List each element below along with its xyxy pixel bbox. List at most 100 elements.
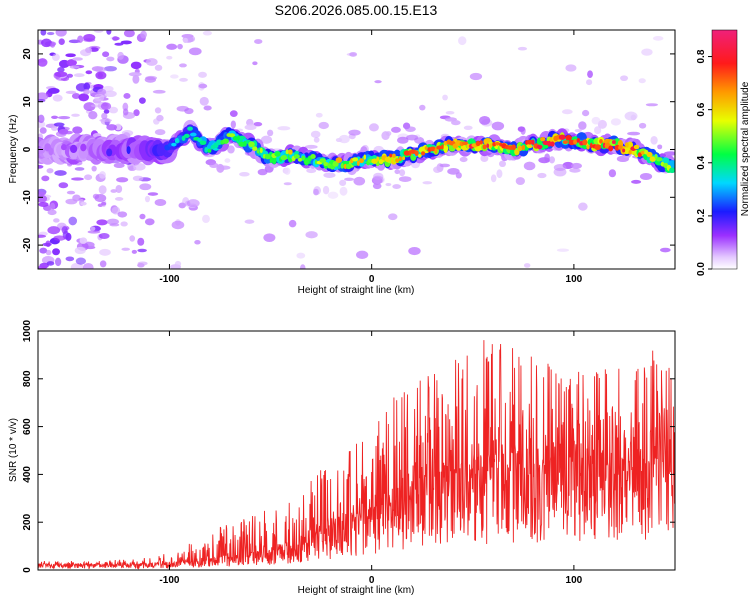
spectral-blob (638, 78, 646, 84)
spectral-blob (553, 164, 567, 172)
spectral-blob (96, 219, 108, 226)
spectral-blob (55, 30, 67, 37)
spectrogram-x-tick-label: 0 (369, 274, 375, 285)
spectral-blob (93, 30, 104, 33)
spectral-blob (38, 202, 49, 207)
spectral-blob (403, 150, 410, 156)
spectral-blob (99, 118, 113, 122)
spectral-blob (466, 143, 471, 149)
spectral-blob (88, 110, 98, 120)
colorbar-ticks: 0.0 0.2 0.4 0.6 0.8 (696, 49, 712, 276)
spectral-blob (58, 38, 65, 45)
spectral-blob (46, 261, 55, 266)
spectral-blob (38, 164, 44, 169)
spectral-blob (385, 182, 392, 187)
snr-x-ticks: -100 0 100 (159, 331, 583, 586)
spectral-blob (72, 126, 83, 134)
spectral-blob (345, 163, 352, 170)
spectral-blob (38, 147, 46, 154)
spectral-blob (100, 102, 112, 111)
spectral-blob (590, 142, 593, 149)
spectral-blob (254, 39, 263, 44)
spectral-blob (239, 171, 250, 177)
spectral-blob (371, 158, 378, 164)
spectral-blob (319, 158, 327, 163)
spectral-blob (40, 30, 47, 36)
spectral-blob (397, 136, 409, 144)
spectral-blob (123, 30, 135, 38)
spectral-blob (166, 43, 178, 50)
spectral-blob (402, 156, 406, 161)
spectral-blob (429, 146, 436, 152)
spectral-blob (47, 209, 57, 216)
spectral-blob (498, 160, 507, 168)
spectral-blob (283, 182, 292, 186)
spectral-blob (74, 167, 85, 171)
spectral-blob (376, 156, 380, 162)
spectral-blob (469, 72, 483, 81)
spectral-blob (582, 139, 588, 146)
spectral-blob (548, 156, 556, 164)
spectral-blob (618, 145, 623, 150)
spectral-blob (78, 147, 89, 159)
spectral-blob (69, 65, 80, 69)
spectral-blob (479, 140, 483, 145)
spectral-blob (344, 177, 355, 181)
spectral-blob (582, 109, 590, 117)
spectral-blob (526, 139, 534, 145)
spectral-blob (106, 124, 118, 131)
spectral-blob (156, 143, 166, 157)
spectral-blob (398, 176, 412, 182)
spectral-blob (198, 71, 207, 78)
colorbar-tick-label: 0.0 (696, 262, 707, 276)
spectral-blob (204, 146, 209, 153)
spectral-blob (356, 160, 360, 166)
spectral-blob (419, 104, 426, 111)
spectral-blob (139, 97, 146, 104)
spectral-blob (490, 174, 497, 183)
spectral-blob (78, 93, 89, 102)
spectral-blob (436, 145, 443, 150)
spectral-blob (101, 112, 108, 120)
spectral-blob (517, 46, 528, 51)
spectral-blob (144, 218, 155, 226)
spectral-blob (593, 126, 602, 135)
spectral-blob (97, 88, 107, 96)
spectral-blob (495, 141, 500, 146)
spectral-blob (45, 249, 52, 256)
spectral-blob (203, 105, 212, 111)
spectral-blob (339, 179, 347, 186)
spectral-blob (650, 135, 658, 145)
spectral-blob (638, 122, 647, 129)
spectral-blob (408, 246, 421, 256)
spectral-blob (280, 155, 288, 161)
spectral-blob (296, 252, 306, 259)
spectral-blob (91, 165, 97, 172)
spectral-blob (641, 48, 653, 56)
spectral-blob (207, 148, 212, 153)
spectral-blob (199, 96, 209, 106)
spectral-blob (420, 151, 426, 156)
spectral-blob (655, 157, 663, 162)
spectral-blob (110, 189, 118, 193)
spectral-blob (38, 58, 48, 67)
spectral-blob (314, 160, 318, 165)
spectral-blob (327, 191, 339, 199)
spectral-blob (108, 106, 118, 114)
colorbar-gradient (711, 29, 738, 270)
snr-y-tick-label: 200 (22, 513, 33, 530)
spectral-blob (117, 211, 128, 218)
spectral-blob (591, 116, 601, 125)
spectral-blob (517, 145, 523, 152)
spectral-blob (392, 153, 396, 158)
spectral-blob (102, 51, 110, 58)
spectral-blob (256, 149, 260, 154)
spectral-blob (117, 51, 124, 60)
spectral-blob (98, 232, 110, 239)
spectral-blob (587, 70, 593, 78)
spectral-blob (58, 128, 69, 135)
spectral-blob (131, 249, 137, 254)
spectral-blob (66, 190, 76, 195)
spectral-blob (586, 79, 593, 86)
spectral-blob (216, 163, 225, 173)
